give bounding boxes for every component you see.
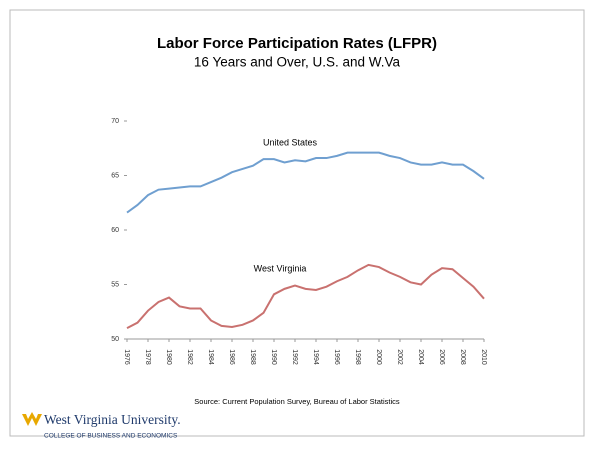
x-tick-label: 2008 xyxy=(459,349,466,365)
x-tick-label: 1996 xyxy=(333,349,340,365)
x-tick-label: 1998 xyxy=(354,349,361,365)
chart-title: Labor Force Participation Rates (LFPR) xyxy=(157,35,437,52)
x-tick-label: 1994 xyxy=(312,349,319,365)
x-tick-label: 2002 xyxy=(396,349,403,365)
source-note: Source: Current Population Survey, Burea… xyxy=(194,397,400,406)
series-line xyxy=(126,151,485,214)
x-tick-label: 1986 xyxy=(228,349,235,365)
x-tick-label: 1978 xyxy=(144,349,151,365)
x-tick-label: 1984 xyxy=(207,349,214,365)
y-tick-label: 60 xyxy=(111,227,119,234)
x-tick-label: 1982 xyxy=(186,349,193,365)
slide-frame xyxy=(9,9,585,437)
y-tick-label: 70 xyxy=(111,118,119,125)
x-tick-label: 1980 xyxy=(165,349,172,365)
logo-name: West Virginia University. xyxy=(44,412,181,427)
y-tick-label: 55 xyxy=(111,281,119,288)
series-label: United States xyxy=(263,137,318,147)
series-label: West Virginia xyxy=(254,263,307,273)
y-tick-label: 50 xyxy=(111,336,119,343)
x-tick-label: 2010 xyxy=(480,349,487,365)
x-tick-label: 1992 xyxy=(291,349,298,365)
x-tick-label: 1988 xyxy=(249,349,256,365)
logo-icon xyxy=(22,412,42,426)
x-tick-label: 1976 xyxy=(123,349,130,365)
logo-subtitle: COLLEGE OF BUSINESS AND ECONOMICS xyxy=(44,433,178,440)
x-tick-label: 2000 xyxy=(375,349,382,365)
x-tick-label: 2004 xyxy=(417,349,424,365)
series-line xyxy=(126,263,485,329)
chart-subtitle: 16 Years and Over, U.S. and W.Va xyxy=(194,55,401,70)
y-tick-label: 65 xyxy=(111,172,119,179)
x-tick-label: 2006 xyxy=(438,349,445,365)
x-tick-label: 1990 xyxy=(270,349,277,365)
